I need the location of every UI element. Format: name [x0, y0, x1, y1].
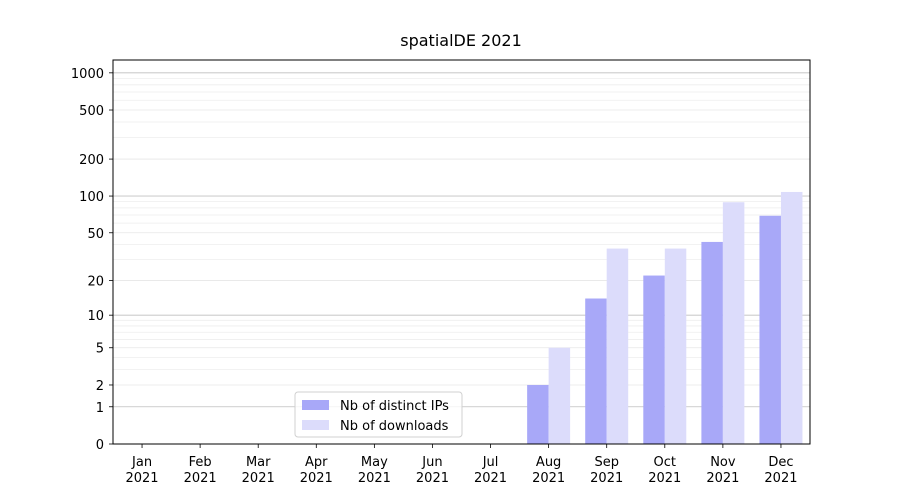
legend-swatch	[302, 400, 329, 410]
x-tick-label: Aug 2021	[532, 455, 565, 486]
chart-title: spatialDE 2021	[400, 31, 522, 50]
x-tick-label: Nov 2021	[706, 455, 739, 486]
y-tick-label: 0	[96, 438, 104, 453]
y-tick-label: 1000	[71, 67, 104, 82]
bar	[548, 347, 571, 444]
y-tick-label: 100	[79, 190, 104, 205]
bar	[527, 384, 549, 444]
x-tick-label: Dec 2021	[764, 455, 797, 486]
legend-swatch	[302, 420, 329, 430]
legend: Nb of distinct IPs Nb of downloads	[294, 391, 463, 438]
bar	[722, 202, 745, 444]
y-tick-label: 1	[96, 401, 104, 416]
legend-box	[294, 391, 463, 438]
x-tick-label: Sep 2021	[590, 455, 623, 486]
y-tick-label: 10	[87, 309, 104, 324]
bar	[780, 191, 803, 444]
bar	[606, 248, 629, 444]
x-tick-label: Jun 2021	[416, 455, 449, 486]
x-tick-label: Mar 2021	[242, 455, 275, 486]
y-tick-label: 500	[79, 104, 104, 119]
x-tick-label: May 2021	[358, 455, 391, 486]
y-tick-label: 20	[87, 274, 104, 289]
legend-label: Nb of downloads	[340, 419, 449, 434]
bar	[585, 298, 607, 444]
y-tick-label: 2	[96, 379, 104, 394]
x-tick-label: Jul 2021	[474, 455, 507, 486]
bar	[759, 215, 781, 444]
x-tick-label: Oct 2021	[648, 455, 681, 486]
x-tick-label: Apr 2021	[300, 455, 333, 486]
legend-label: Nb of distinct IPs	[340, 399, 449, 414]
y-tick-label: 200	[79, 153, 104, 168]
y-tick-label: 5	[96, 342, 104, 357]
bar	[701, 241, 723, 444]
y-tick-label: 50	[87, 227, 104, 242]
plot-frame	[112, 59, 811, 445]
x-tick-label: Feb 2021	[184, 455, 217, 486]
x-tick-label: Jan 2021	[125, 455, 158, 486]
bar	[643, 275, 665, 444]
bar	[664, 248, 687, 444]
